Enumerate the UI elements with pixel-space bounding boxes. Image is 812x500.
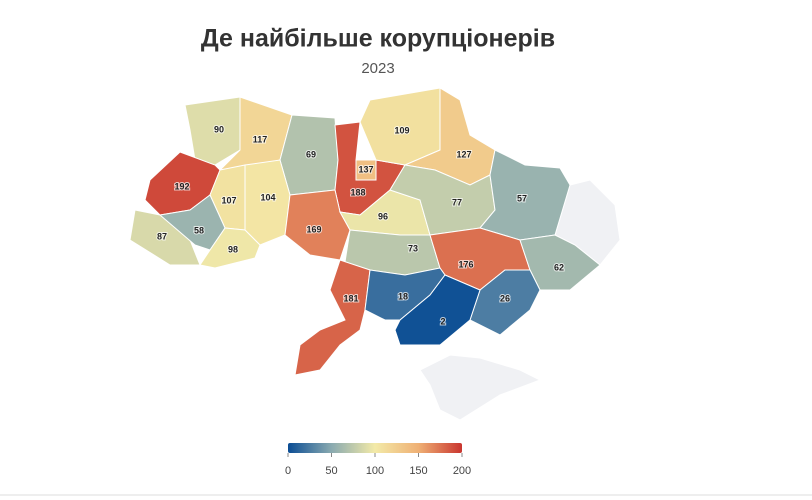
region-value-label: 109 xyxy=(394,125,409,135)
region xyxy=(394,274,481,346)
colorbar-tick-label: 50 xyxy=(325,465,337,477)
region-value-label: 58 xyxy=(194,225,204,235)
region-value-label: 90 xyxy=(214,124,224,134)
region xyxy=(479,149,571,241)
region xyxy=(244,159,291,246)
region-value-label: 2 xyxy=(440,316,445,326)
chart-subtitle: 2023 xyxy=(361,60,394,77)
region-value-label: 57 xyxy=(517,193,527,203)
region xyxy=(355,159,377,181)
region xyxy=(294,259,371,376)
region xyxy=(199,227,261,269)
colorbar-tick-label: 150 xyxy=(409,465,427,477)
colorbar-tick-label: 0 xyxy=(285,465,291,477)
region-value-label: 73 xyxy=(408,243,418,253)
region-value-label: 77 xyxy=(452,197,462,207)
region-value-label: 96 xyxy=(378,211,388,221)
colorbar-tick-label: 200 xyxy=(453,465,471,477)
region-value-label: 104 xyxy=(260,192,275,202)
region-value-label: 107 xyxy=(221,195,236,205)
region-value-label: 176 xyxy=(458,259,473,269)
region-value-label: 192 xyxy=(174,181,189,191)
region-value-label: 188 xyxy=(350,187,365,197)
region-value-label: 26 xyxy=(500,293,510,303)
colorbar-tick-label: 100 xyxy=(366,465,384,477)
region-value-label: 87 xyxy=(157,231,167,241)
region-value-label: 169 xyxy=(306,224,321,234)
no-data-region xyxy=(419,354,542,421)
region-value-label: 69 xyxy=(306,149,316,159)
region xyxy=(184,96,241,166)
region-value-label: 127 xyxy=(456,149,471,159)
chart-title: Де найбільше корупціонерів xyxy=(201,25,555,53)
region-value-label: 98 xyxy=(228,244,238,254)
region xyxy=(469,269,541,336)
region-value-label: 62 xyxy=(554,262,564,272)
colorbar xyxy=(288,443,462,453)
region-value-label: 181 xyxy=(343,293,358,303)
region-value-label: 137 xyxy=(358,164,373,174)
region-value-label: 18 xyxy=(398,291,408,301)
region-value-label: 117 xyxy=(253,134,268,144)
